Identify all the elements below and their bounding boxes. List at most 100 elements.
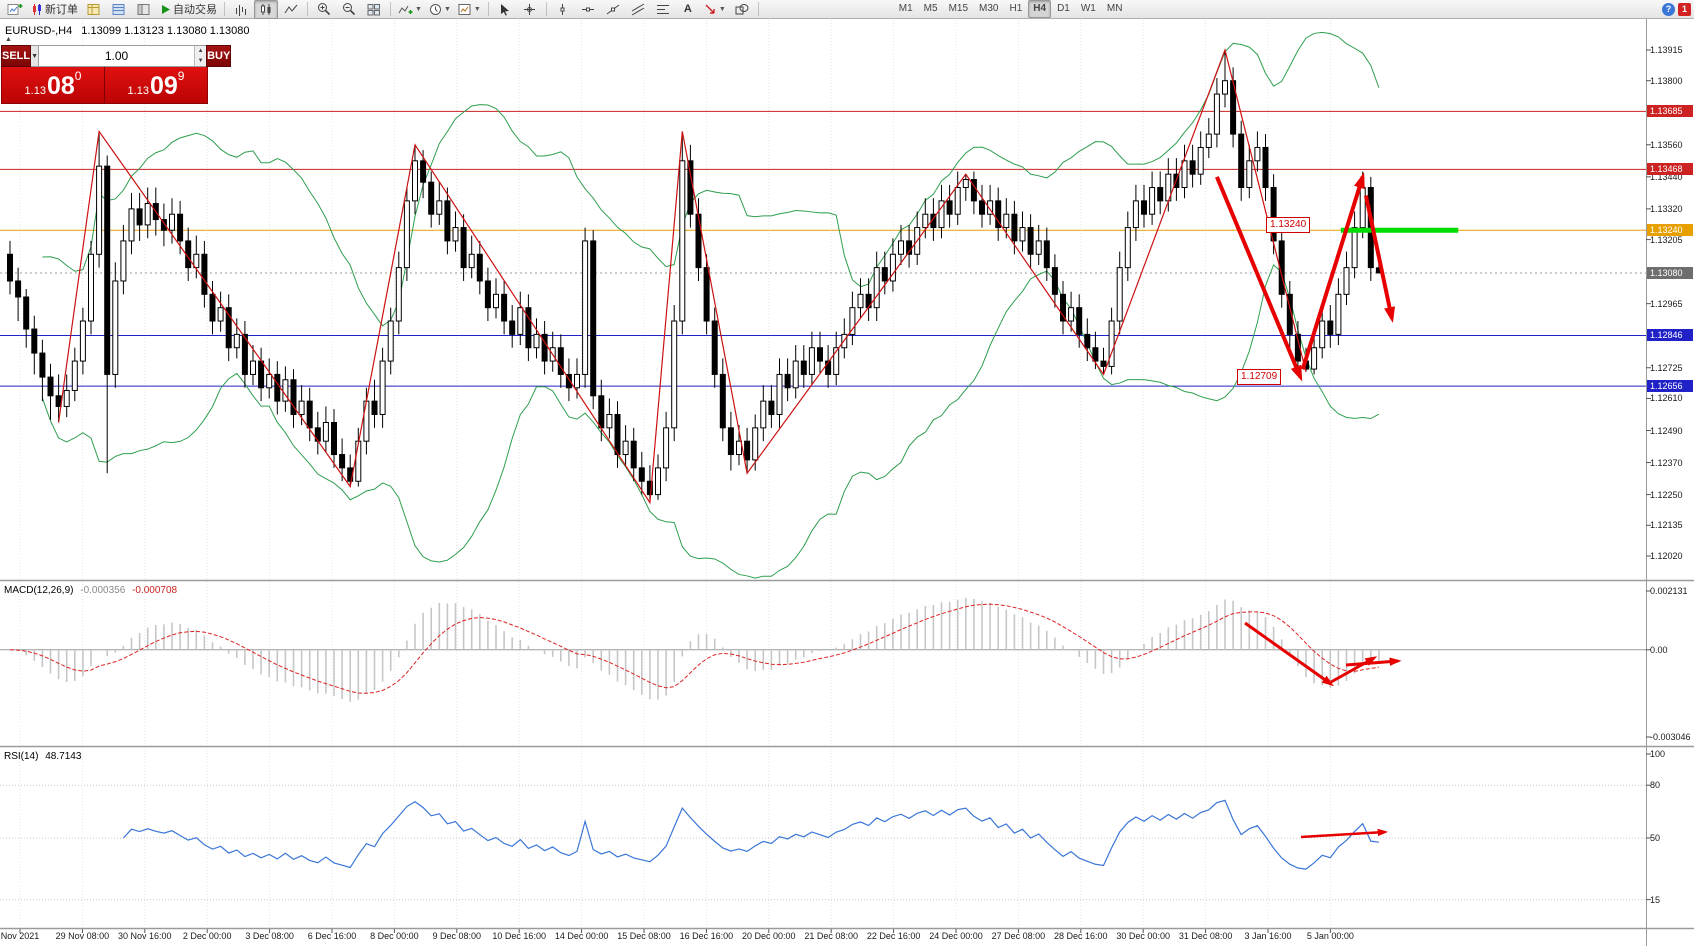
price-level-badge: 1.12846 xyxy=(1647,329,1693,342)
cursor-button[interactable] xyxy=(493,0,517,19)
arrow-tool-icon xyxy=(705,4,715,14)
macd-axis-label: -0.003046 xyxy=(1650,732,1691,742)
chevron-down-icon: ▼ xyxy=(443,5,451,13)
price-annotation[interactable]: 1.12709 xyxy=(1237,369,1282,385)
time-axis-label: 27 Dec 08:00 xyxy=(991,931,1046,941)
macd-annotation-arrow[interactable] xyxy=(1345,657,1402,667)
cursor-icon xyxy=(500,3,509,15)
trend-arrow[interactable] xyxy=(1215,176,1303,382)
collapse-trade-panel-icon[interactable]: ▲ xyxy=(5,36,12,43)
new-order-button[interactable]: 新订单 xyxy=(28,0,81,19)
rsi-axis-label: 50 xyxy=(1650,833,1661,843)
time-axis-label: 28 Dec 16:00 xyxy=(1054,931,1108,941)
time-axis-label: 3 Jan 16:00 xyxy=(1244,931,1292,941)
help-button[interactable]: ? xyxy=(1662,2,1675,16)
timeframe-button-d1[interactable]: D1 xyxy=(1057,3,1070,14)
macd-axis-label: 0.002131 xyxy=(1650,586,1688,596)
timeframe-button-m1[interactable]: M1 xyxy=(898,3,913,14)
time-axis-label: 15 Dec 08:00 xyxy=(617,931,671,941)
timeframe-button-h1[interactable]: H1 xyxy=(1009,3,1023,14)
shapes-tool-button[interactable] xyxy=(730,0,754,19)
macd-annotation-arrow[interactable] xyxy=(1330,656,1378,684)
new-chart-icon xyxy=(7,4,23,15)
indicators-button[interactable]: ▼ xyxy=(395,0,425,19)
sell-price[interactable]: 1.13 08 0 xyxy=(2,67,104,103)
trendline-tool-button[interactable] xyxy=(601,0,625,19)
timeframe-button-m15[interactable]: M15 xyxy=(948,3,969,14)
text-tool-button[interactable]: A xyxy=(676,0,700,19)
zoom-in-button[interactable] xyxy=(312,0,336,19)
vertical-line-tool-button[interactable] xyxy=(551,0,575,19)
macd-annotation-arrow[interactable] xyxy=(1244,621,1334,687)
channel-tool-button[interactable] xyxy=(626,0,650,19)
one-click-trading-panel: SELL ▼ ▲ ▼ BUY 1.13 08 0 1.13 09 9 xyxy=(1,45,232,104)
autotrading-button[interactable]: 自动交易 xyxy=(157,0,220,19)
timeframe-button-w1[interactable]: W1 xyxy=(1080,3,1096,14)
market-watch-button[interactable] xyxy=(82,0,106,19)
time-axis-label: 31 Dec 08:00 xyxy=(1178,931,1233,941)
timeframe-button-m30[interactable]: M30 xyxy=(979,3,999,14)
bollinger-lower-band xyxy=(41,263,1380,579)
spinner-up-icon[interactable]: ▲ xyxy=(195,46,207,56)
tile-windows-button[interactable] xyxy=(362,0,386,19)
new-chart-button[interactable] xyxy=(3,0,27,19)
rsi-axis-label: 100 xyxy=(1650,749,1666,759)
time-axis-label: 21 Dec 08:00 xyxy=(804,931,858,941)
chevron-down-icon: ▼ xyxy=(718,5,726,13)
channel-icon xyxy=(631,3,645,15)
timeframe-button-mn[interactable]: MN xyxy=(1106,3,1123,14)
macd-signal-value: -0.000708 xyxy=(132,585,178,596)
data-window-button[interactable] xyxy=(107,0,131,19)
bar-chart-icon xyxy=(236,4,246,16)
periods-button[interactable]: ▼ xyxy=(426,0,454,19)
rsi-annotation-arrow[interactable] xyxy=(1300,828,1389,839)
bar-chart-type-button[interactable] xyxy=(229,0,253,19)
templates-icon xyxy=(458,3,471,15)
new-order-label: 新订单 xyxy=(45,4,78,16)
time-axis-label: 3 Dec 08:00 xyxy=(245,931,294,941)
navigator-button[interactable] xyxy=(132,0,156,19)
trend-arrow[interactable] xyxy=(1363,195,1396,324)
price-level-badge: 1.12656 xyxy=(1647,380,1693,393)
price-axis-label: 1.12250 xyxy=(1650,489,1683,500)
templates-button[interactable]: ▼ xyxy=(455,0,484,19)
trendline-icon xyxy=(606,4,620,14)
toolbar-separator xyxy=(224,2,225,16)
notification-badge[interactable]: 1 xyxy=(1678,2,1691,16)
timeframe-button-h4[interactable]: H4 xyxy=(1028,0,1052,18)
candlestick-chart-type-button[interactable] xyxy=(254,0,278,19)
toolbar-separator xyxy=(545,2,547,16)
trend-arrow[interactable] xyxy=(1300,172,1365,370)
vertical-line-icon xyxy=(560,3,565,15)
fibonacci-tool-button[interactable] xyxy=(651,0,675,19)
time-axis: Nov 2021 29 Nov 08:00 30 Nov 16:00 2 Dec 00… xyxy=(0,929,1646,946)
sell-button[interactable]: SELL xyxy=(1,45,32,67)
chevron-down-icon: ▼ xyxy=(473,5,481,13)
price-annotation[interactable]: 1.13240 xyxy=(1266,217,1311,233)
time-axis-label: 2 Dec 00:00 xyxy=(182,931,232,941)
zoom-out-button[interactable] xyxy=(337,0,361,19)
crosshair-button[interactable] xyxy=(518,0,542,19)
time-axis-label: 10 Dec 16:00 xyxy=(492,931,546,941)
volume-input[interactable] xyxy=(39,46,195,66)
volume-spinner[interactable]: ▲ ▼ xyxy=(194,46,207,66)
time-axis-label: 5 Jan 00:00 xyxy=(1306,931,1354,941)
buy-button[interactable]: BUY xyxy=(206,45,232,67)
spinner-down-icon[interactable]: ▼ xyxy=(195,56,207,66)
horizontal-line-tool-button[interactable] xyxy=(576,0,600,19)
toolbar: 新订单 自动交易 ▼ ▼ ▼ xyxy=(0,0,1694,19)
volume-dropdown-button[interactable]: ▼ xyxy=(31,45,40,67)
price-divider xyxy=(104,67,105,103)
line-chart-type-button[interactable] xyxy=(279,0,303,19)
buy-price[interactable]: 1.13 09 9 xyxy=(105,67,207,103)
toolbar-separator xyxy=(487,2,489,16)
zoom-in-icon xyxy=(318,3,331,16)
market-watch-icon xyxy=(87,3,100,15)
price-axis-label: 1.13560 xyxy=(1650,139,1683,150)
time-axis-label: 30 Nov 16:00 xyxy=(118,931,172,941)
macd-label: MACD(12,26,9) -0.000356 -0.000708 xyxy=(4,585,177,596)
timeframe-button-m5[interactable]: M5 xyxy=(923,3,938,14)
arrows-tool-button[interactable]: ▼ xyxy=(701,0,729,19)
